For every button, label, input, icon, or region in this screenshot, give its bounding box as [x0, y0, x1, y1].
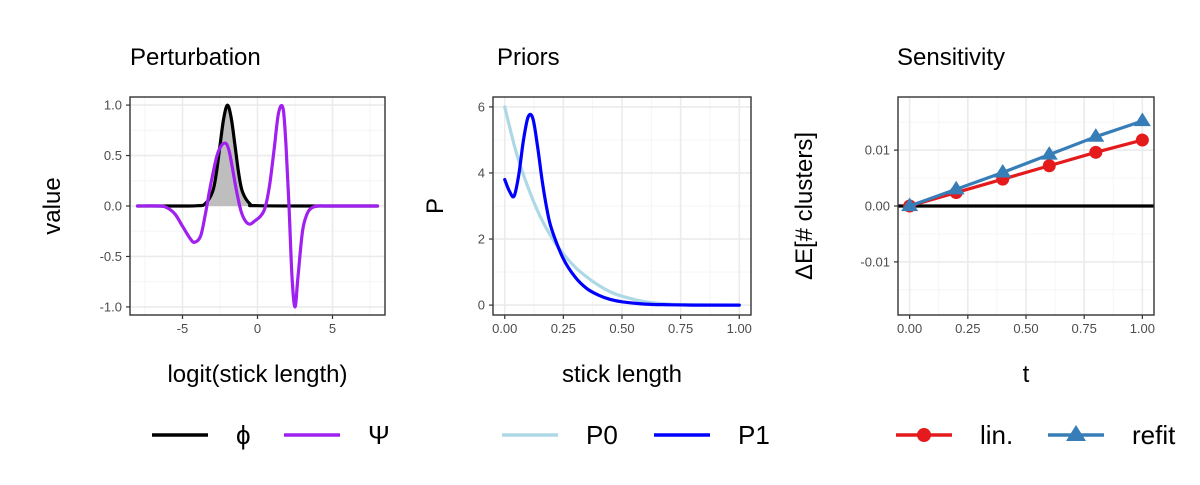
series-line-sensitivity-0: [908, 138, 1144, 208]
x-tick-label: 0.00: [492, 321, 517, 336]
x-axis-title: logit(stick length): [167, 361, 347, 388]
series-line-sensitivity-1: [908, 119, 1144, 208]
x-tick-label: 0: [254, 321, 261, 336]
data-point-sensitivity-1-1: [947, 180, 965, 195]
x-axis-title: stick length: [562, 361, 682, 388]
legend-label: P0: [586, 420, 618, 450]
y-tick-label: 0.0: [104, 199, 122, 214]
legend-label: lin.: [980, 420, 1013, 450]
x-tick-label: 0.50: [1013, 321, 1038, 336]
y-tick-label: -0.01: [860, 254, 890, 269]
y-tick-label: 4: [478, 165, 485, 180]
y-axis-title: P: [422, 198, 449, 214]
legend-label: ϕ: [236, 420, 251, 450]
data-point-sensitivity-1-2: [994, 163, 1012, 178]
x-tick-label: 0.25: [955, 321, 980, 336]
series-line-perturbation-0: [135, 103, 380, 208]
data-point-sensitivity-1-0: [901, 197, 919, 212]
x-axis-title: t: [1023, 361, 1030, 388]
x-tick-label: -5: [177, 321, 189, 336]
panel-title: Priors: [497, 44, 560, 71]
series-line-perturbation-1: [135, 103, 380, 309]
data-point-sensitivity-1-5: [1133, 112, 1151, 127]
x-tick-label: 1.00: [1130, 321, 1155, 336]
legend-label: refit: [1132, 420, 1176, 450]
x-tick-label: 0.75: [668, 321, 693, 336]
x-tick-label: 5: [329, 321, 336, 336]
data-point-sensitivity-1-3: [1040, 146, 1058, 160]
panel-sensitivity: 0.00 0.25 0.50 0.75 1.00 -0.01 0.00 0.01 Sensiti…: [791, 44, 1176, 450]
y-tick-label: 1.0: [104, 98, 122, 113]
x-tick-label: 1.00: [727, 321, 752, 336]
data-point-sensitivity-0-4: [1089, 145, 1103, 159]
x-tick-label: 0.25: [551, 321, 576, 336]
legend-label: P1: [738, 420, 770, 450]
panel-priors: 0.00 0.25 0.50 0.75 1.00 0 2 4 6 Priors stick leng…: [422, 44, 770, 450]
panel-title: Sensitivity: [897, 44, 1005, 71]
y-tick-label: 6: [478, 99, 485, 114]
x-tick-label: 0.50: [609, 321, 634, 336]
series-line-priors-1: [503, 112, 741, 307]
y-axis-title: value: [39, 177, 66, 234]
y-tick-label: 0.00: [865, 199, 890, 214]
legend-label: Ψ: [368, 420, 390, 450]
x-tick-label: 0.75: [1072, 321, 1097, 336]
x-tick-label: 0.00: [897, 321, 922, 336]
y-tick-label: 0.5: [104, 148, 122, 163]
y-tick-label: -1.0: [100, 299, 122, 314]
y-tick-label: 0: [478, 298, 485, 313]
data-point-sensitivity-1-4: [1087, 128, 1105, 142]
y-tick-label: 2: [478, 232, 485, 247]
data-point-sensitivity-0-3: [1042, 159, 1056, 173]
panel-title: Perturbation: [130, 44, 261, 71]
panel-perturbation: -5 0 5 -1.0 -0.5 0.0 0.5 1.0 Perturbation logit(s…: [39, 44, 390, 450]
data-point-sensitivity-0-5: [1135, 133, 1149, 147]
legend-key-marker: [917, 428, 931, 442]
y-tick-label: -0.5: [100, 249, 122, 264]
y-tick-label: 0.01: [865, 143, 890, 158]
legend-key-marker: [1066, 425, 1086, 441]
y-axis-title: ΔE[# clusters]: [791, 132, 818, 280]
